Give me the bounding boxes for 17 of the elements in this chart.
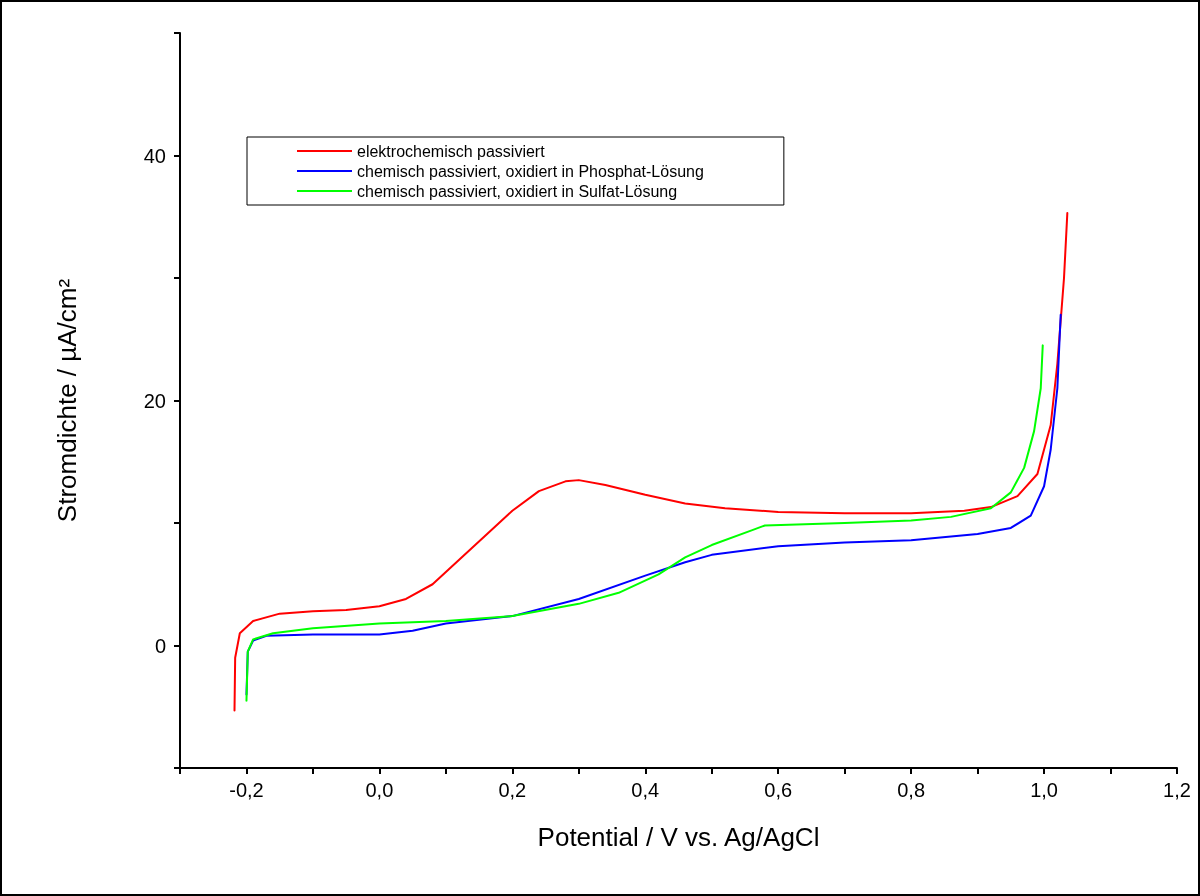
line-series [233,212,1069,712]
y-tick-label: 40 [143,144,166,167]
x-tick-label: 0,8 [897,779,926,801]
x-tick-label: 1,0 [1030,779,1058,801]
x-tick-label: 0,2 [498,779,527,801]
x-tick-label: 1,2 [1163,779,1191,801]
legend-label: chemisch passiviert, oxidiert in Sulfat-Lösung [357,182,678,200]
legend-label: chemisch passiviert, oxidiert in Phosphat-Lösung [357,162,704,180]
y-tick-label: 0 [154,634,166,657]
x-tick-label: -0,2 [229,779,264,801]
x-tick-label: 0,4 [631,779,660,801]
legend-label: elektrochemisch passiviert [357,142,546,160]
x-axis-title: Potential / V vs. Ag/AgCl [537,822,820,852]
x-tick-label: 0,0 [365,779,394,801]
y-tick-label: 20 [143,389,166,412]
x-tick-label: 0,6 [764,779,793,801]
y-axis-title: Stromdichte / µA/cm² [52,278,82,523]
